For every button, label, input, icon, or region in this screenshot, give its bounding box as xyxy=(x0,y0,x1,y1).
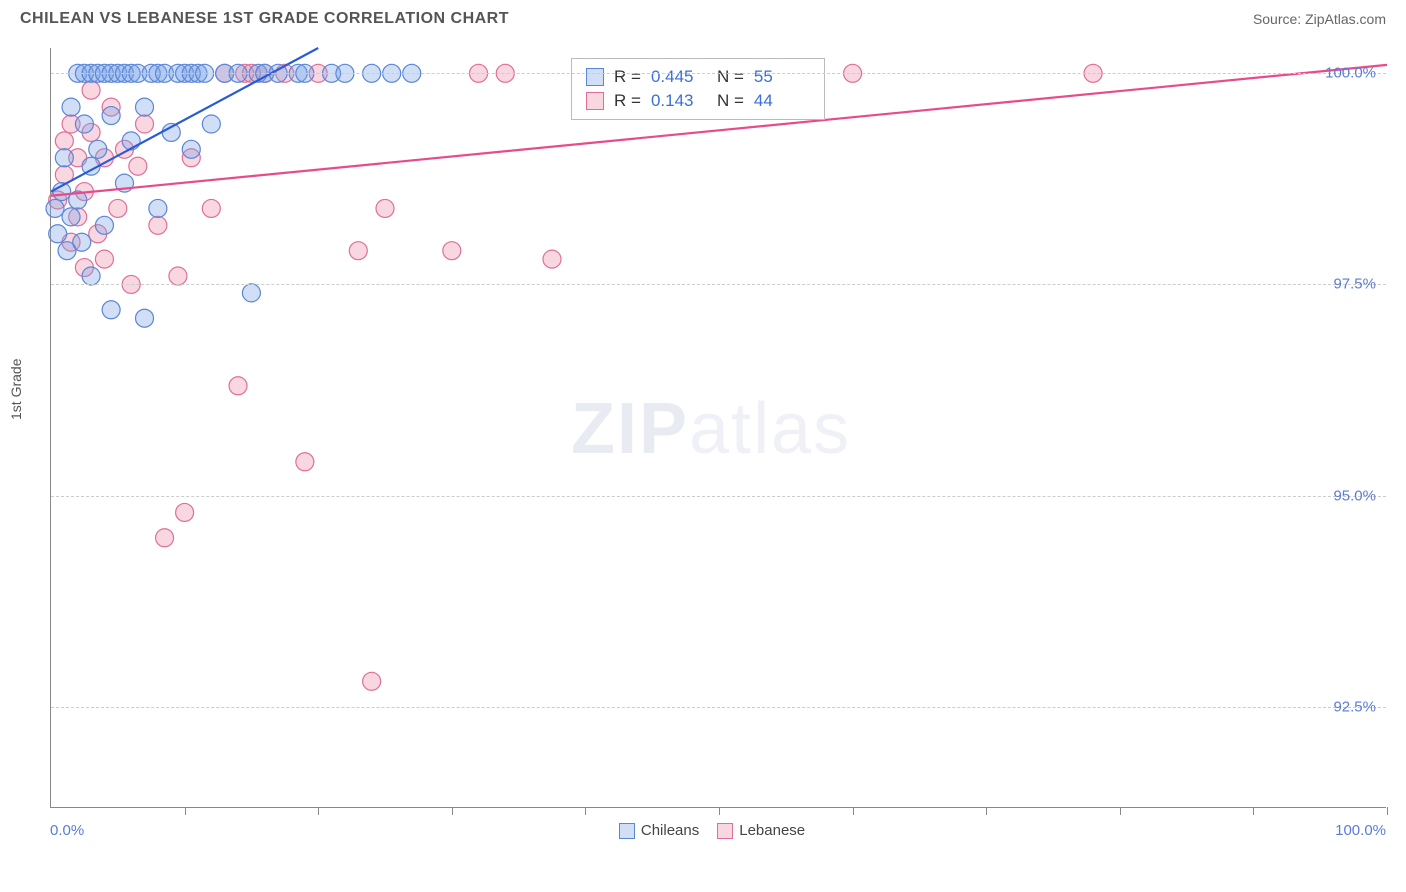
legend-swatch-icon xyxy=(717,823,733,839)
scatter-point xyxy=(182,140,200,158)
scatter-point xyxy=(229,377,247,395)
y-tick-label: 97.5% xyxy=(1333,276,1376,293)
stat-r-label: R = xyxy=(614,91,641,111)
stats-row: R = 0.143 N = 44 xyxy=(586,89,810,113)
source-label: Source: ZipAtlas.com xyxy=(1253,11,1386,27)
scatter-point xyxy=(202,115,220,133)
x-tick xyxy=(853,807,854,815)
scatter-point xyxy=(109,199,127,217)
stat-r-value: 0.445 xyxy=(651,67,707,87)
scatter-point xyxy=(62,208,80,226)
scatter-point xyxy=(95,216,113,234)
x-tick xyxy=(452,807,453,815)
legend-swatch-icon xyxy=(586,92,604,110)
legend-swatch-icon xyxy=(619,823,635,839)
scatter-point xyxy=(376,199,394,217)
scatter-point xyxy=(129,157,147,175)
stat-n-value: 55 xyxy=(754,67,810,87)
scatter-point xyxy=(242,284,260,302)
scatter-point xyxy=(169,267,187,285)
scatter-point xyxy=(136,309,154,327)
x-tick xyxy=(1253,807,1254,815)
scatter-point xyxy=(89,140,107,158)
legend-label: Chileans xyxy=(641,822,699,839)
scatter-point xyxy=(55,149,73,167)
x-tick xyxy=(318,807,319,815)
legend-label: Lebanese xyxy=(739,822,805,839)
stat-n-label: N = xyxy=(717,67,744,87)
gridline-h xyxy=(51,284,1386,285)
scatter-point xyxy=(136,115,154,133)
scatter-point xyxy=(95,250,113,268)
scatter-point xyxy=(82,267,100,285)
stat-n-value: 44 xyxy=(754,91,810,111)
stat-r-label: R = xyxy=(614,67,641,87)
scatter-point xyxy=(296,453,314,471)
legend-swatch-icon xyxy=(586,68,604,86)
scatter-svg xyxy=(51,48,1386,807)
chart-plot-area: ZIPatlas R =0.445N =55R =0.143N =44 92.5… xyxy=(50,48,1386,808)
scatter-point xyxy=(363,672,381,690)
scatter-point xyxy=(73,233,91,251)
scatter-point xyxy=(82,81,100,99)
stat-n-label: N = xyxy=(717,91,744,111)
scatter-point xyxy=(156,529,174,547)
scatter-point xyxy=(543,250,561,268)
scatter-point xyxy=(149,199,167,217)
scatter-point xyxy=(202,199,220,217)
scatter-point xyxy=(49,225,67,243)
gridline-h xyxy=(51,707,1386,708)
gridline-h xyxy=(51,73,1386,74)
scatter-point xyxy=(136,98,154,116)
x-tick xyxy=(1120,807,1121,815)
y-axis-label: 1st Grade xyxy=(8,359,24,420)
x-tick xyxy=(986,807,987,815)
scatter-point xyxy=(149,216,167,234)
scatter-point xyxy=(176,503,194,521)
scatter-point xyxy=(46,199,64,217)
stats-legend-box: R = 0.445 N = 55 R = 0.143 N = 44 xyxy=(571,58,825,120)
x-tick xyxy=(719,807,720,815)
y-tick-label: 92.5% xyxy=(1333,698,1376,715)
scatter-point xyxy=(55,132,73,150)
scatter-point xyxy=(122,132,140,150)
y-tick-label: 100.0% xyxy=(1325,65,1376,82)
x-tick xyxy=(1387,807,1388,815)
gridline-h xyxy=(51,496,1386,497)
scatter-point xyxy=(62,98,80,116)
scatter-point xyxy=(443,242,461,260)
stat-r-value: 0.143 xyxy=(651,91,707,111)
bottom-legend: Chileans Lebanese xyxy=(0,822,1406,839)
scatter-point xyxy=(102,107,120,125)
x-tick xyxy=(585,807,586,815)
scatter-point xyxy=(75,115,93,133)
scatter-point xyxy=(102,301,120,319)
scatter-point xyxy=(349,242,367,260)
stats-row: R = 0.445 N = 55 xyxy=(586,65,810,89)
y-tick-label: 95.0% xyxy=(1333,487,1376,504)
x-tick xyxy=(185,807,186,815)
chart-title: CHILEAN VS LEBANESE 1ST GRADE CORRELATIO… xyxy=(20,10,509,28)
